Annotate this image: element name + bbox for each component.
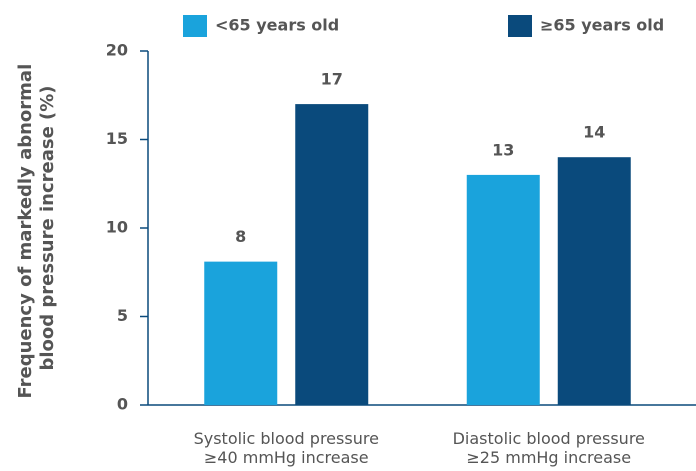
legend-swatch <box>183 15 207 37</box>
y-tick-label: 10 <box>106 218 128 237</box>
value-label: 14 <box>583 123 605 142</box>
bar <box>466 174 540 405</box>
x-tick-label-line: ≥25 mmHg increase <box>466 448 631 467</box>
x-tick-label: Systolic blood pressure ≥40 mmHg increase <box>194 429 379 467</box>
y-axis-label: Frequency of markedly abnormal blood pre… <box>15 57 58 398</box>
y-tick-label: 5 <box>117 306 128 325</box>
legend-swatch <box>508 15 532 37</box>
legend-label: ≥65 years old <box>540 16 664 35</box>
legend-label: <65 years old <box>215 16 339 35</box>
y-tick-label: 20 <box>106 41 128 60</box>
value-label: 8 <box>235 227 246 246</box>
value-label: 13 <box>492 140 514 159</box>
y-tick-label: 15 <box>106 129 128 148</box>
bar <box>295 104 369 405</box>
bar <box>557 157 631 405</box>
y-axis-label-line: Frequency of markedly abnormal <box>15 64 36 399</box>
value-label: 17 <box>321 70 343 89</box>
x-tick-label-line: Diastolic blood pressure <box>453 429 645 448</box>
bar <box>204 261 278 405</box>
y-tick-label: 0 <box>117 395 128 414</box>
x-tick-label-line: Systolic blood pressure <box>194 429 379 448</box>
y-axis-label-line: blood pressure increase (%) <box>37 85 58 370</box>
x-tick-label: Diastolic blood pressure ≥25 mmHg increas… <box>453 429 645 467</box>
x-tick-label-line: ≥40 mmHg increase <box>204 448 369 467</box>
